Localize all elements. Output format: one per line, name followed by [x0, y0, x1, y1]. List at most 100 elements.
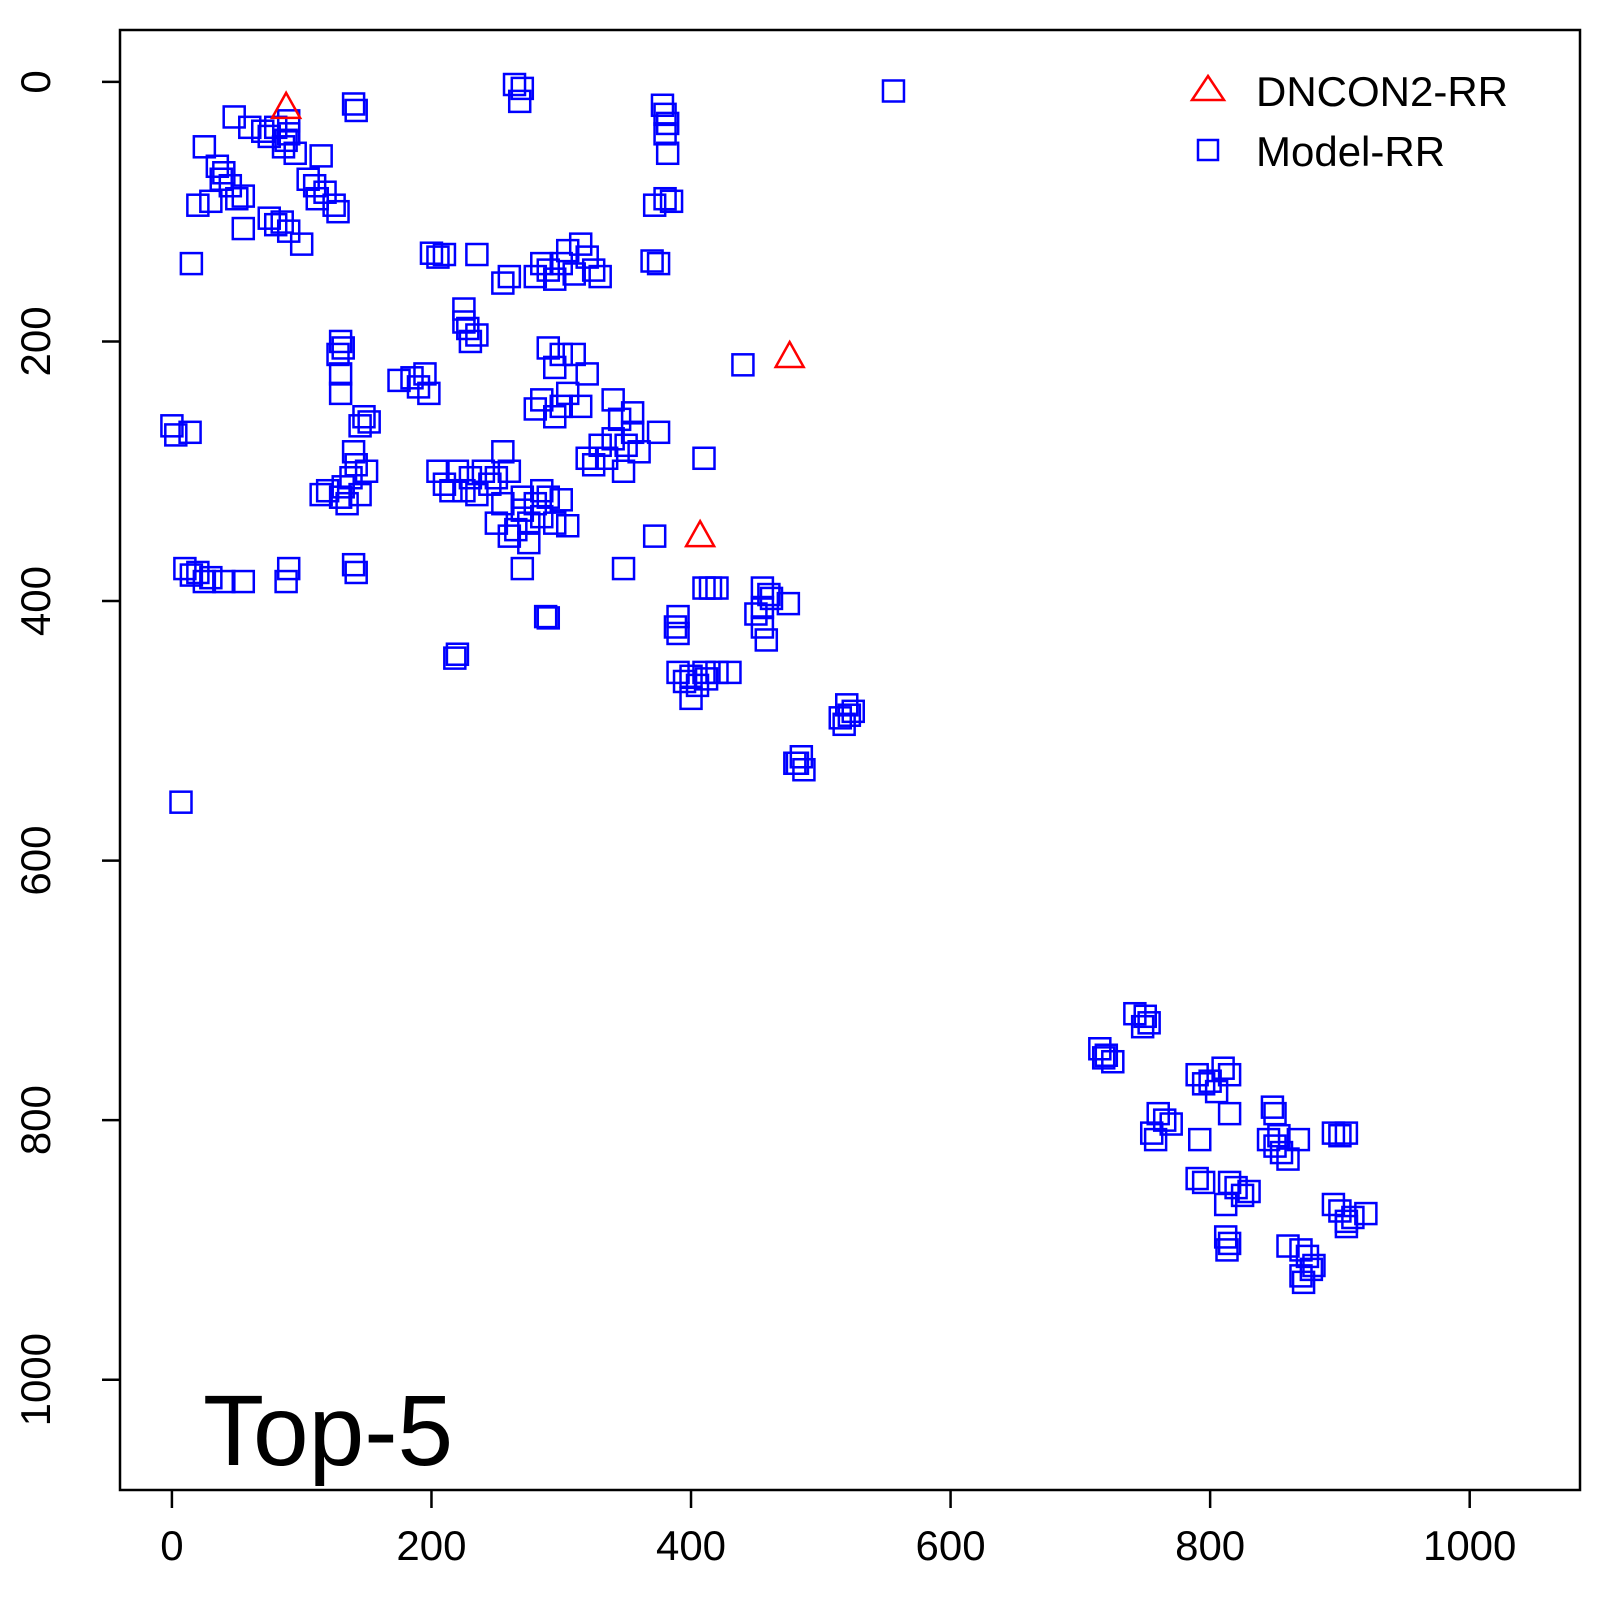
model-rr-point — [543, 404, 567, 429]
model-rr-point — [186, 560, 210, 585]
model-rr-point — [536, 606, 561, 630]
model-rr-point — [251, 119, 275, 143]
model-rr-point — [452, 310, 476, 334]
model-rr-point — [1299, 1257, 1324, 1282]
model-rr-point — [305, 186, 330, 211]
model-rr-point — [594, 446, 619, 471]
model-rr-point — [533, 604, 558, 629]
dncon2-rr-point — [683, 518, 717, 548]
model-rr-point — [231, 184, 256, 208]
model-rr-point — [456, 316, 480, 341]
model-rr-point — [536, 485, 561, 509]
dncon2-rr-point — [269, 90, 303, 120]
y-tick-label: 600 — [12, 826, 59, 896]
model-rr-point — [413, 362, 437, 386]
model-rr-point — [1291, 1270, 1316, 1295]
model-rr-point — [744, 602, 768, 626]
model-rr-point — [1321, 1121, 1346, 1145]
model-rr-point — [536, 258, 561, 282]
model-rr-point — [225, 186, 249, 211]
model-rr-point — [620, 420, 645, 445]
model-rr-point — [575, 245, 599, 269]
model-rr-point — [607, 407, 632, 432]
model-rr-point — [1137, 1011, 1161, 1035]
y-tick-label: 400 — [12, 566, 59, 636]
model-rr-point — [1217, 1062, 1242, 1087]
legend: DNCON2-RR Model-RR — [1189, 68, 1508, 175]
model-rr-point — [276, 109, 301, 133]
model-rr-point — [517, 511, 541, 535]
model-rr-point — [419, 241, 444, 265]
model-rr-point — [614, 433, 638, 458]
model-rr-point — [1341, 1205, 1365, 1230]
model-rr-point — [257, 124, 281, 149]
model-rr-point — [523, 264, 548, 289]
model-rr-point — [601, 388, 625, 412]
model-rr-point — [445, 642, 470, 666]
model-rr-point — [530, 251, 554, 276]
panel-label: Top-5 — [203, 1375, 453, 1487]
model-rr-point — [646, 420, 671, 445]
model-rr-point — [276, 556, 301, 581]
model-rr-point — [1334, 1121, 1359, 1145]
model-rr-point — [400, 366, 424, 390]
model-rr-point — [309, 144, 333, 168]
model-rr-point — [789, 745, 814, 769]
model-rr-point — [650, 93, 675, 118]
model-rr-point — [160, 414, 184, 438]
model-rr-point — [627, 440, 651, 464]
model-rr-point — [575, 362, 599, 386]
model-rr-point — [199, 565, 223, 590]
model-rr-point — [328, 485, 353, 509]
model-rr-point — [568, 394, 593, 419]
model-rr-point — [588, 264, 612, 289]
model-rr-point — [231, 216, 256, 241]
model-rr-point — [510, 76, 535, 101]
model-rr-point — [341, 440, 366, 464]
model-rr-point — [1191, 1072, 1216, 1096]
model-rr-point — [510, 485, 535, 509]
model-rr-point — [315, 478, 340, 503]
model-rr-point — [443, 646, 467, 670]
model-rr-point — [179, 563, 204, 587]
model-rr-point — [832, 712, 856, 737]
model-rr-point — [352, 404, 376, 429]
model-rr-point — [313, 180, 337, 204]
model-rr-point — [212, 569, 236, 594]
model-rr-point — [692, 576, 716, 600]
model-rr-point — [357, 410, 381, 434]
model-rr-point — [705, 576, 729, 600]
model-rr-point — [309, 482, 333, 507]
model-rr-point — [581, 258, 606, 282]
model-rr-point — [205, 154, 230, 179]
model-rr-point — [543, 511, 567, 535]
model-rr-point — [517, 530, 541, 555]
model-rr-point — [326, 199, 350, 224]
model-rr-point — [698, 576, 723, 600]
model-rr-point — [1185, 1062, 1209, 1087]
model-rr-point — [523, 491, 548, 516]
model-rr-point — [555, 238, 580, 263]
model-rr-point — [432, 242, 457, 267]
model-rr-point — [491, 491, 515, 516]
model-rr-point — [344, 560, 368, 585]
model-rr-point — [263, 212, 288, 237]
model-rr-point — [646, 251, 671, 276]
model-rr-point — [465, 323, 489, 347]
model-rr-point — [169, 790, 193, 814]
y-tick-label: 800 — [12, 1085, 59, 1155]
model-rr-point — [663, 615, 688, 639]
model-rr-point — [1185, 1166, 1209, 1191]
x-tick-label: 200 — [396, 1522, 466, 1569]
legend-label-dncon2-rr: DNCON2-RR — [1256, 68, 1508, 115]
model-rr-point — [1276, 1147, 1300, 1171]
model-rr-point — [543, 355, 567, 380]
legend-square-icon — [1196, 138, 1220, 162]
model-rr-point — [611, 459, 636, 483]
model-rr-point — [530, 504, 554, 529]
x-tick-label: 0 — [160, 1522, 183, 1569]
model-rr-point — [659, 189, 684, 214]
model-rr-point — [1354, 1201, 1378, 1226]
model-rr-point — [1130, 1014, 1155, 1039]
x-tick-label: 1000 — [1423, 1522, 1516, 1569]
